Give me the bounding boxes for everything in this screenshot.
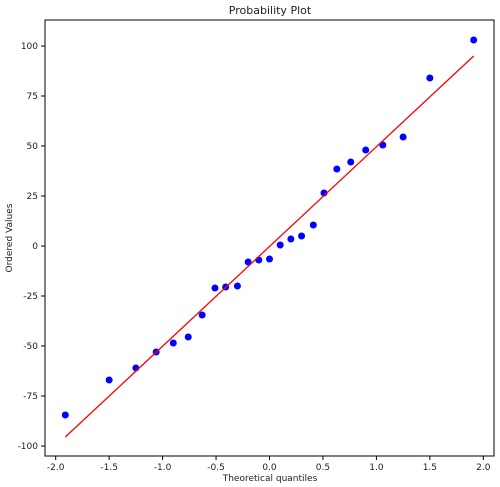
data-point [169, 339, 177, 347]
x-axis-ticks: -2.0 -1.5 -1.0 -0.5 0.0 0.5 1.0 1.5 2.0 [47, 456, 491, 473]
data-point [426, 74, 434, 82]
x-tick-label: -1.0 [154, 463, 172, 473]
data-point [276, 241, 284, 249]
data-point [266, 255, 273, 263]
data-point [362, 146, 370, 154]
data-point [399, 133, 407, 141]
plot-area [61, 36, 478, 438]
y-tick-label: 75 [27, 92, 38, 102]
x-tick-label: 0.0 [262, 463, 277, 473]
data-point [61, 411, 69, 419]
y-tick-label: 50 [27, 142, 39, 152]
y-tick-label: -100 [18, 442, 39, 452]
data-point [333, 165, 341, 173]
x-axis-label: Theoretical quantiles [222, 474, 318, 484]
fit-line [64, 55, 475, 438]
y-tick-label: -50 [23, 342, 38, 352]
x-tick-label: 1.0 [369, 463, 384, 473]
data-point [198, 311, 206, 319]
y-axis-ticks: -100 -75 -50 -25 0 25 50 75 100 [18, 42, 45, 452]
data-point [309, 221, 317, 229]
data-point [211, 284, 219, 292]
data-point [255, 256, 263, 264]
data-point [347, 158, 355, 166]
x-tick-label: -0.5 [207, 463, 225, 473]
data-point [105, 376, 113, 384]
y-axis-label: Ordered Values [5, 203, 15, 272]
data-point [287, 235, 295, 243]
x-tick-label: 0.5 [316, 463, 330, 473]
y-tick-label: 0 [32, 242, 38, 252]
chart-title: Probability Plot [229, 4, 312, 17]
x-tick-label: -1.5 [100, 463, 118, 473]
data-point [244, 258, 252, 266]
x-tick-label: 2.0 [476, 463, 491, 473]
x-tick-label: -2.0 [47, 463, 65, 473]
y-tick-label: -75 [23, 392, 38, 402]
y-tick-label: 100 [21, 42, 38, 52]
plot-frame [44, 19, 495, 457]
x-tick-label: 1.5 [423, 463, 437, 473]
y-tick-label: -25 [23, 292, 38, 302]
data-point [298, 232, 306, 240]
data-point [470, 36, 478, 44]
data-point [233, 282, 241, 290]
y-tick-label: 25 [27, 192, 38, 202]
data-point [184, 333, 192, 341]
